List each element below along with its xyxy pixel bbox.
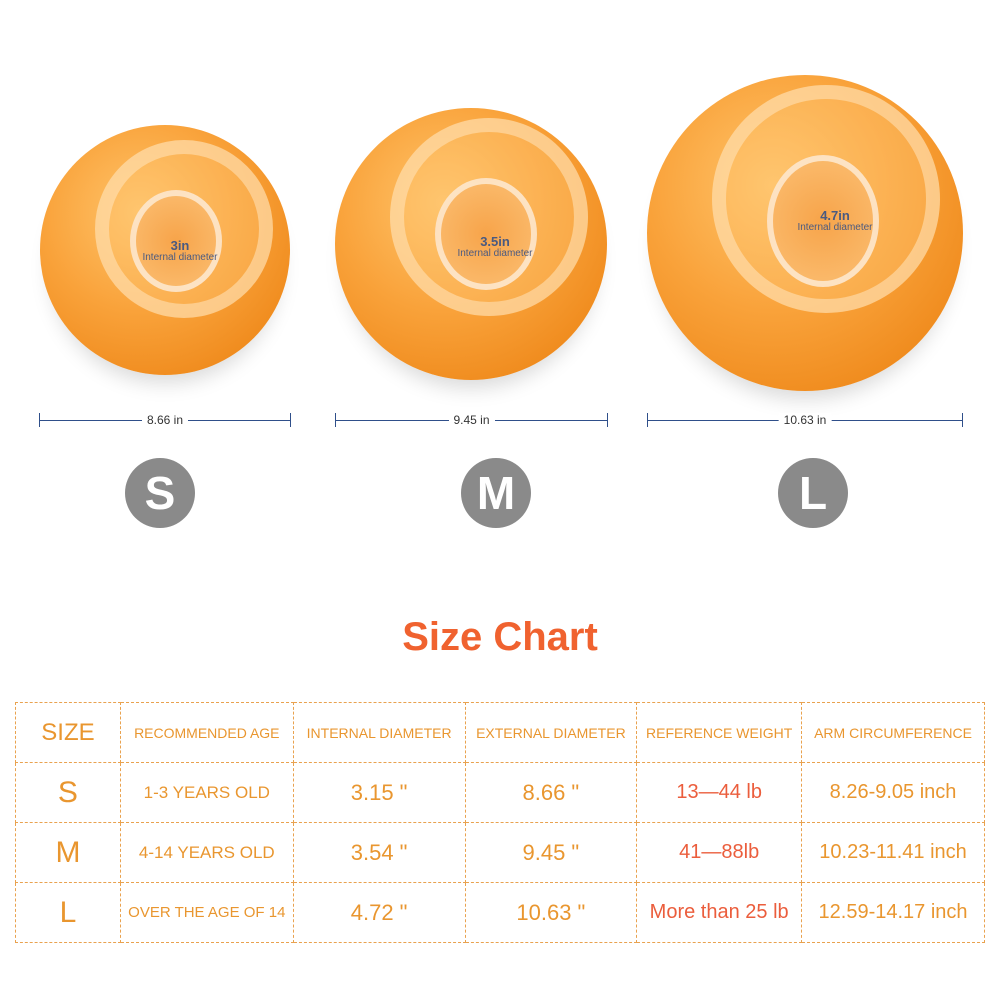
size-badge-m: M bbox=[461, 458, 531, 528]
size-badge-s: S bbox=[125, 458, 195, 528]
external-dimension-l: 10.63 in bbox=[647, 413, 963, 427]
external-dimension-s: 8.66 in bbox=[39, 413, 291, 427]
header-cell: SIZE bbox=[15, 702, 121, 763]
header-cell: EXTERNAL DIAMETER bbox=[464, 702, 638, 763]
size-cell: M bbox=[15, 822, 121, 883]
internal-diameter-cell: 4.72 " bbox=[292, 882, 466, 943]
internal-diameter-label-l: 4.7in Internal diameter bbox=[797, 208, 873, 233]
external-diameter-cell: 10.63 " bbox=[464, 882, 638, 943]
size-chart-table: SIZE RECOMMENDED AGE INTERNAL DIAMETER E… bbox=[15, 702, 985, 943]
weight-cell: 41—88lb bbox=[636, 822, 803, 883]
product-image-l bbox=[647, 75, 963, 391]
table-header-row: SIZE RECOMMENDED AGE INTERNAL DIAMETER E… bbox=[15, 702, 985, 763]
external-dimension-m: 9.45 in bbox=[335, 413, 608, 427]
age-cell: OVER THE AGE OF 14 bbox=[119, 882, 294, 943]
size-cell: L bbox=[15, 882, 121, 943]
size-cell: S bbox=[15, 762, 121, 823]
age-cell: 4-14 YEARS OLD bbox=[119, 822, 294, 883]
size-badge-l: L bbox=[778, 458, 848, 528]
product-image-m bbox=[335, 108, 607, 380]
internal-diameter-label-s: 3in Internal diameter bbox=[142, 238, 218, 263]
weight-cell: More than 25 lb bbox=[636, 882, 803, 943]
internal-diameter-label-m: 3.5in Internal diameter bbox=[457, 234, 533, 259]
header-cell: INTERNAL DIAMETER bbox=[292, 702, 466, 763]
header-cell: ARM CIRCUMFERENCE bbox=[801, 702, 985, 763]
weight-cell: 13—44 lb bbox=[636, 762, 803, 823]
arm-cell: 8.26-9.05 inch bbox=[801, 762, 985, 823]
age-cell: 1-3 YEARS OLD bbox=[119, 762, 294, 823]
arm-cell: 12.59-14.17 inch bbox=[801, 882, 985, 943]
header-cell: RECOMMENDED AGE bbox=[119, 702, 294, 763]
table-row: M 4-14 YEARS OLD 3.54 " 9.45 " 41—88lb 1… bbox=[15, 822, 985, 883]
size-chart-title: Size Chart bbox=[402, 615, 598, 659]
header-cell: REFERENCE WEIGHT bbox=[636, 702, 803, 763]
arm-cell: 10.23-11.41 inch bbox=[801, 822, 985, 883]
external-diameter-cell: 8.66 " bbox=[464, 762, 638, 823]
internal-diameter-cell: 3.15 " bbox=[292, 762, 466, 823]
external-diameter-cell: 9.45 " bbox=[464, 822, 638, 883]
internal-diameter-cell: 3.54 " bbox=[292, 822, 466, 883]
product-image-s bbox=[40, 125, 290, 375]
table-row: L OVER THE AGE OF 14 4.72 " 10.63 " More… bbox=[15, 882, 985, 943]
table-row: S 1-3 YEARS OLD 3.15 " 8.66 " 13—44 lb 8… bbox=[15, 762, 985, 823]
